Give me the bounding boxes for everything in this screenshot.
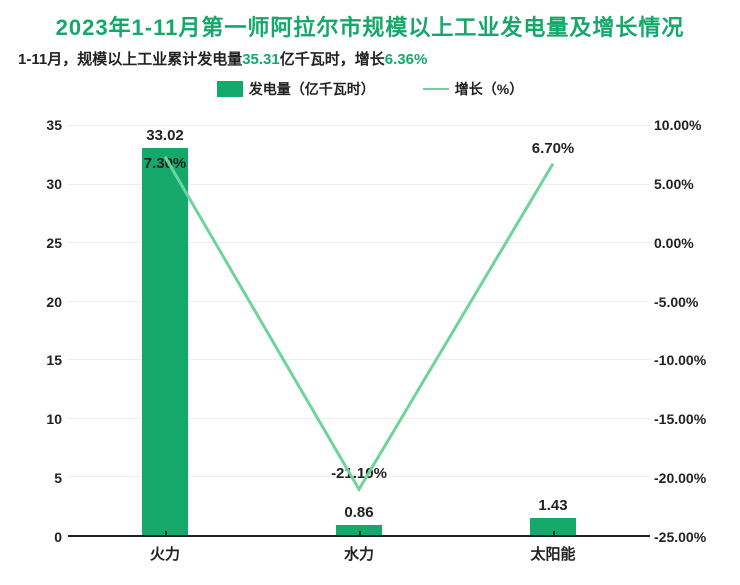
y-right-tick: -15.00% [654,411,706,427]
chart-container: 2023年1-11月第一师阿拉尔市规模以上工业发电量及增长情况 1-11月，规模… [0,0,740,585]
y-right-tick: 5.00% [654,176,694,192]
line-swatch-icon [423,88,449,90]
chart-title: 2023年1-11月第一师阿拉尔市规模以上工业发电量及增长情况 [18,10,722,42]
subtitle-pre: 1-11月，规模以上工业累计发电量 [18,51,242,68]
y-right-tick: 10.00% [654,117,701,133]
subtitle-pct: 6.36% [385,51,428,68]
y-left-tick: 15 [46,352,62,368]
y-right-tick: -5.00% [654,294,698,310]
y-axis-left: 05101520253035 [18,125,62,537]
legend: 发电量（亿千瓦时） 增长（%） [18,79,722,99]
y-right-tick: 0.00% [654,235,694,251]
x-tick-mark [359,531,361,537]
y-right-tick: -20.00% [654,470,706,486]
x-axis: 火力 水力 太阳能 [68,543,650,567]
x-label: 水力 [344,543,374,564]
x-tick-mark [165,531,167,537]
y-left-tick: 30 [46,176,62,192]
legend-item-line: 增长（%） [423,79,523,99]
chart-subtitle: 1-11月，规模以上工业累计发电量35.31亿千瓦时，增长6.36% [18,48,722,69]
y-right-tick: -25.00% [654,529,706,545]
x-label: 火力 [150,543,180,564]
y-left-tick: 5 [54,470,62,486]
x-tick-mark [553,531,555,537]
y-left-tick: 25 [46,235,62,251]
growth-line [68,125,650,535]
subtitle-value: 35.31 [242,51,280,68]
y-right-tick: -10.00% [654,352,706,368]
y-left-tick: 20 [46,294,62,310]
y-left-tick: 35 [46,117,62,133]
plot-area: 33.020.861.437.30%-21.10%6.70% [68,125,650,537]
y-left-tick: 10 [46,411,62,427]
bar-swatch-icon [217,81,243,97]
legend-item-bar: 发电量（亿千瓦时） [217,79,375,99]
legend-line-label: 增长（%） [455,79,523,99]
legend-bar-label: 发电量（亿千瓦时） [249,79,375,99]
y-left-tick: 0 [54,529,62,545]
x-label: 太阳能 [530,543,575,564]
y-axis-right: -25.00%-20.00%-15.00%-10.00%-5.00%0.00%5… [654,125,722,537]
subtitle-mid: 亿千瓦时，增长 [280,51,385,68]
